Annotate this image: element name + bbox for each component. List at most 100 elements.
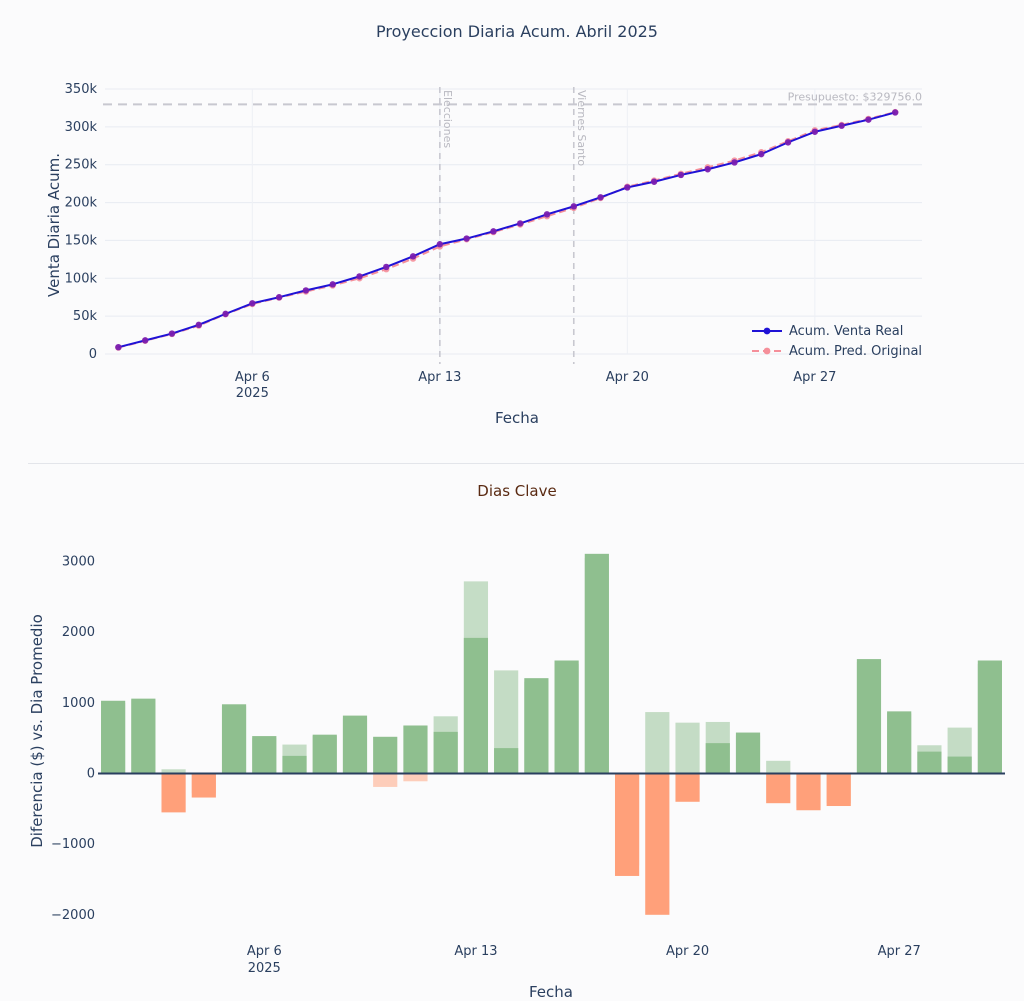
legend-swatch-marker [763,347,771,355]
bar [766,773,791,804]
bar [463,637,489,774]
x-tick-label: Apr 13 [418,370,461,385]
legend-item[interactable]: Acum. Venta Real [752,324,903,339]
budget-label: Presupuesto: $329756.0 [788,90,922,103]
data-point [141,337,149,344]
data-point [409,253,417,260]
data-point [302,287,310,294]
data-point [383,263,390,271]
data-point [570,203,577,210]
bar [373,736,398,774]
data-point [731,159,738,166]
y-tick-label: 350k [65,82,98,97]
data-point [892,109,899,116]
cumulative-sales-chart: Proyeccion Diaria Acum. Abril 2025 Presu… [45,22,922,427]
bar-series-real [101,553,1002,915]
x-tick-sublabel: 2025 [236,386,269,401]
section-divider [28,463,1024,464]
y-axis-title: Diferencia ($) vs. Dia Promedio [28,614,46,848]
bars-layer [101,553,1002,915]
data-point [516,220,524,227]
y-tick-label: 150k [65,233,98,248]
bar [131,698,156,774]
chart-subtitle: Dias Clave [477,482,556,500]
bar [221,704,247,774]
legend[interactable]: Acum. Venta Real Acum. Pred. Original [752,324,922,359]
legend-swatch-marker [763,327,771,335]
y-tick-label: 200k [65,196,98,211]
bar [252,736,277,774]
bar [826,773,851,807]
data-point [543,211,551,218]
chart-title: Proyeccion Diaria Acum. Abril 2025 [376,22,658,41]
bar [373,773,398,787]
data-point [704,166,711,173]
data-point [838,122,845,129]
bar [675,722,700,774]
data-point [650,178,658,185]
series-layer [115,108,899,351]
bar [161,769,186,774]
event-label: Elecciones [441,90,454,148]
bar [342,715,368,774]
bar [705,743,730,774]
bar [191,773,216,798]
axes: −2000 −1000 0 1000 2000 3000 Apr 6 2025 Apr 13 Ap… [51,555,1005,976]
y-tick-label: 100k [65,271,98,286]
y-axis-title: Venta Diaria Acum. [45,153,63,297]
y-tick-label: 50k [73,309,98,324]
bar [947,756,972,774]
bar [614,773,640,876]
bar [887,711,912,774]
data-point [222,310,229,318]
bar [101,700,126,774]
bar [433,731,458,774]
x-tick-label: Apr 27 [793,370,836,385]
data-point [811,128,819,135]
bar [645,773,670,915]
y-tick-label: 0 [87,767,95,782]
data-point [490,228,497,235]
data-point [249,300,256,307]
event-label: Viernes Santo [575,90,588,166]
y-tick-label: 3000 [62,555,95,570]
data-point [168,330,176,337]
bar [403,725,428,774]
data-point [597,194,604,201]
bar [312,734,337,774]
bar [675,773,700,802]
x-tick-label: Apr 6 [235,370,270,385]
legend-label: Acum. Venta Real [789,324,903,339]
bar [735,732,761,774]
x-tick-sublabel: 2025 [248,961,281,976]
y-tick-label: 1000 [62,696,95,711]
series-real [115,109,899,351]
data-point [356,273,363,280]
data-point [677,171,685,179]
y-tick-label: −1000 [51,837,95,852]
data-point [624,184,631,191]
bar [282,755,307,774]
data-point [436,241,444,248]
x-tick-label: Apr 27 [878,944,921,959]
bar [977,660,1002,774]
x-tick-label: Apr 20 [606,370,649,385]
bar [403,773,428,782]
data-point [329,281,336,288]
x-tick-label: Apr 20 [666,944,709,959]
bar [856,659,882,774]
data-point [865,116,872,123]
bar [161,773,186,813]
bar [494,748,519,774]
legend-item[interactable]: Acum. Pred. Original [752,344,922,359]
y-tick-label: 2000 [62,625,95,640]
bar [524,678,549,774]
x-tick-label: Apr 6 [247,944,282,959]
y-tick-label: 0 [89,347,97,362]
data-point [195,321,202,329]
x-axis-title: Fecha [529,983,573,1001]
data-point [463,235,470,242]
bar [584,553,609,774]
